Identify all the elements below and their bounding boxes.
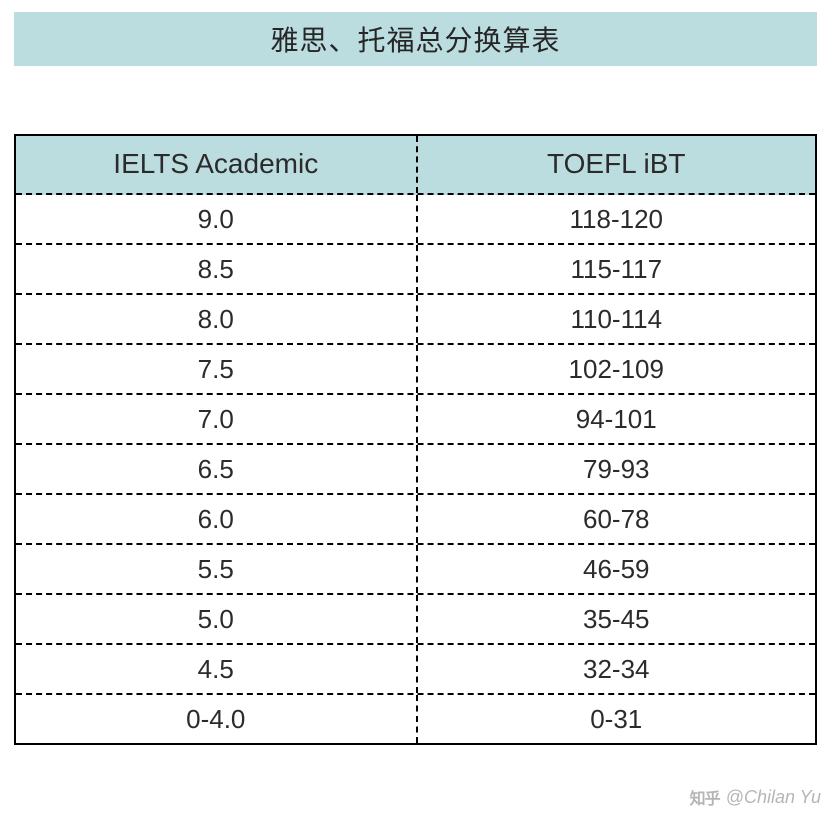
zhihu-icon: 知乎 xyxy=(690,785,720,809)
conversion-table: IELTS Academic TOEFL iBT 9.0118-1208.511… xyxy=(14,134,817,745)
cell-ielts: 9.0 xyxy=(16,195,416,243)
table-row: 5.546-59 xyxy=(16,545,815,595)
cell-toefl: 115-117 xyxy=(416,245,816,293)
table-row: 7.094-101 xyxy=(16,395,815,445)
cell-ielts: 8.0 xyxy=(16,295,416,343)
table-row: 4.532-34 xyxy=(16,645,815,695)
table-row: 9.0118-120 xyxy=(16,195,815,245)
cell-ielts: 5.0 xyxy=(16,595,416,643)
cell-toefl: 0-31 xyxy=(416,695,816,743)
cell-toefl: 35-45 xyxy=(416,595,816,643)
cell-ielts: 6.5 xyxy=(16,445,416,493)
table-row: 6.579-93 xyxy=(16,445,815,495)
cell-ielts: 5.5 xyxy=(16,545,416,593)
cell-ielts: 7.0 xyxy=(16,395,416,443)
cell-toefl: 32-34 xyxy=(416,645,816,693)
cell-toefl: 94-101 xyxy=(416,395,816,443)
table-header-row: IELTS Academic TOEFL iBT xyxy=(16,136,815,195)
cell-toefl: 60-78 xyxy=(416,495,816,543)
page-title: 雅思、托福总分换算表 xyxy=(270,19,560,59)
table-body: 9.0118-1208.5115-1178.0110-1147.5102-109… xyxy=(16,195,815,743)
watermark: 知乎 @Chilan Yu xyxy=(690,785,821,809)
table-row: 5.035-45 xyxy=(16,595,815,645)
cell-ielts: 4.5 xyxy=(16,645,416,693)
cell-ielts: 0-4.0 xyxy=(16,695,416,743)
cell-toefl: 79-93 xyxy=(416,445,816,493)
table-row: 0-4.00-31 xyxy=(16,695,815,743)
table-row: 6.060-78 xyxy=(16,495,815,545)
column-header-ielts: IELTS Academic xyxy=(16,136,416,193)
watermark-author: @Chilan Yu xyxy=(726,787,821,808)
cell-toefl: 46-59 xyxy=(416,545,816,593)
cell-toefl: 102-109 xyxy=(416,345,816,393)
cell-ielts: 7.5 xyxy=(16,345,416,393)
cell-toefl: 118-120 xyxy=(416,195,816,243)
title-bar: 雅思、托福总分换算表 xyxy=(14,12,817,66)
cell-ielts: 8.5 xyxy=(16,245,416,293)
spacer xyxy=(0,66,831,134)
cell-ielts: 6.0 xyxy=(16,495,416,543)
table-row: 7.5102-109 xyxy=(16,345,815,395)
cell-toefl: 110-114 xyxy=(416,295,816,343)
table-row: 8.5115-117 xyxy=(16,245,815,295)
column-header-toefl: TOEFL iBT xyxy=(416,136,816,193)
table-row: 8.0110-114 xyxy=(16,295,815,345)
